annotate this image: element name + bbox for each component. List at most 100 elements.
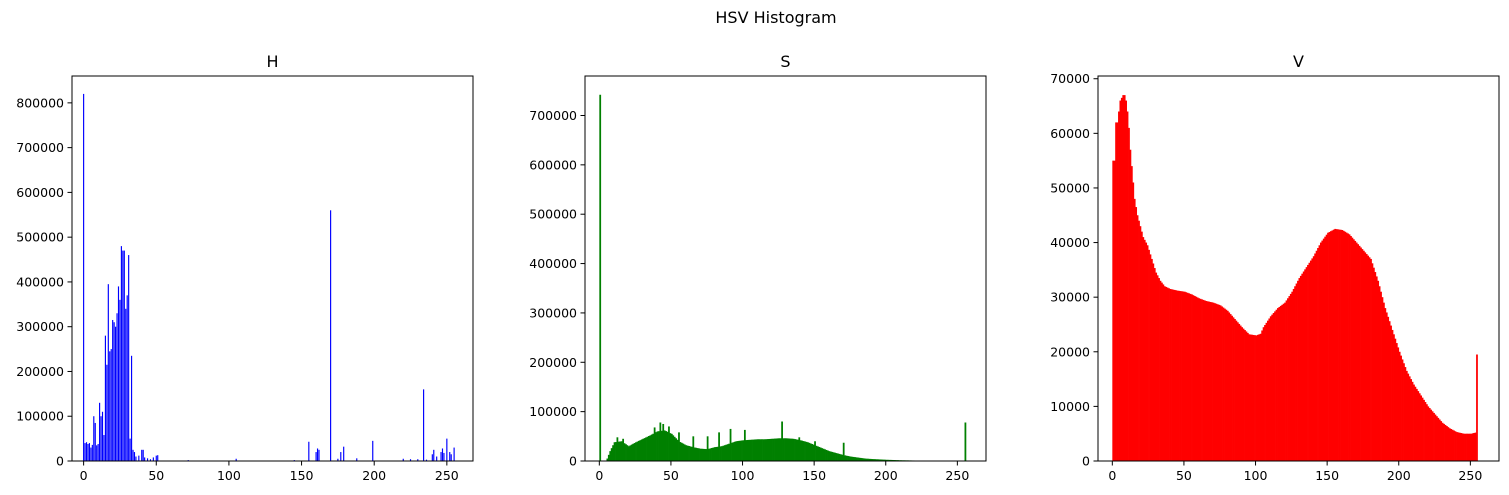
v-bar [1239,325,1242,461]
s-bar [858,457,861,461]
h-bar [128,255,130,461]
v-bar [1401,359,1404,461]
s-bar [706,436,709,461]
v-bar [1215,303,1218,461]
v-bar [1191,294,1193,461]
v-bar [1358,245,1361,461]
h-bar [449,452,451,461]
v-bar [1158,278,1160,461]
h-bar [85,442,88,461]
s-bar [745,440,748,461]
s-bar [771,438,773,461]
s-bar [617,441,620,461]
v-bar [1362,250,1365,461]
h-bar [120,246,122,461]
v-y-tick-label: 20000 [1050,344,1090,359]
s-y-tick-label: 300000 [529,305,577,320]
v-bar [1216,304,1219,461]
h-x-tick-label: 150 [290,468,314,483]
v-bar [1410,379,1412,461]
s-bar [822,448,825,461]
v-bar [1166,287,1169,461]
v-bar [1394,338,1397,461]
h-bar [372,440,374,461]
h-bar [356,458,358,461]
v-bar [1393,334,1395,461]
h-y-tick-label: 700000 [16,140,64,155]
s-bar [656,431,659,461]
v-bar [1301,273,1304,461]
v-bar [1365,254,1368,461]
v-bar [1383,302,1385,461]
s-bar [666,431,669,461]
v-bar [1138,220,1140,461]
v-bar [1175,290,1178,461]
s-bar [642,438,645,461]
s-bar [796,439,799,461]
s-bar [890,459,892,461]
v-bar [1447,427,1450,461]
h-axes-frame [71,75,474,462]
s-bar [649,435,652,461]
s-bar [791,438,794,461]
v-bar [1179,291,1182,461]
h-x-tick-label: 0 [80,468,88,483]
v-bar [1222,307,1225,461]
v-bar [1324,236,1327,461]
h-x-tick-label: 250 [435,468,459,483]
v-bar [1115,122,1117,462]
s-bar [648,436,650,461]
s-bar [637,440,640,461]
h-bar [436,456,438,461]
v-bar [1169,288,1172,461]
v-bar [1252,334,1255,461]
v-bar [1305,267,1308,461]
v-bar [1156,275,1159,461]
s-bar [785,438,788,461]
v-bar [1219,305,1222,461]
s-bar [736,441,739,461]
s-bar [801,440,804,461]
v-bar [1221,306,1223,461]
h-bar [146,458,149,461]
s-bar [712,447,715,461]
v-x-tick-label: 200 [1387,468,1411,483]
v-bar [1228,312,1231,461]
s-bar [658,431,660,461]
s-bar [761,439,763,461]
s-bar [660,430,663,461]
v-bar [1299,275,1302,461]
v-bar [1450,429,1453,461]
v-bar [1295,283,1298,461]
v-bar [1403,363,1405,461]
v-bar [1248,334,1251,461]
v-bar [1466,433,1468,461]
v-bar [1178,290,1180,461]
v-bar [1140,231,1143,461]
s-bar [792,438,795,461]
h-bar [122,250,124,461]
v-bar [1224,308,1226,461]
v-bar [1264,325,1266,461]
v-bar [1132,182,1135,462]
v-bar [1468,433,1471,461]
v-bar [1266,320,1269,461]
s-bar [815,445,818,461]
s-bar [746,439,749,461]
v-bar [1319,242,1322,461]
v-bar [1418,393,1421,461]
s-bar [693,447,696,461]
s-bar [703,448,706,461]
h-bar [340,452,342,461]
v-bar [1155,272,1158,461]
s-bar [665,431,667,461]
h-bar [440,452,442,461]
v-bar [1473,432,1475,461]
v-bar [1424,402,1427,461]
s-bar [753,439,756,461]
v-bar [1153,268,1156,461]
v-bar [1304,269,1307,461]
s-bar [804,441,806,461]
s-bar [685,445,688,461]
s-bar [619,441,622,461]
